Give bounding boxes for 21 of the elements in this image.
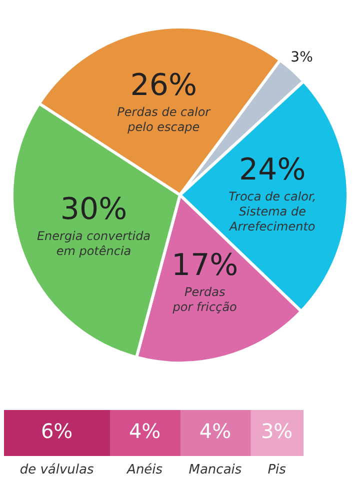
slice-label: Energia convertida em potência	[36, 229, 151, 258]
data-label: 17%	[172, 248, 238, 283]
bar	[250, 410, 304, 456]
slice-label: Troca de calor, Sistema de Arrefecimento	[228, 190, 316, 234]
series-label: Anéis	[126, 462, 163, 478]
data-label: 4%	[199, 419, 232, 444]
slice-label: Perdas de calor pelo escape	[117, 105, 212, 134]
bar	[180, 410, 251, 456]
data-label: 30%	[60, 192, 128, 227]
data-label: 3%	[290, 49, 313, 66]
bar	[4, 410, 110, 456]
slice-label: Perdas por fricção	[172, 285, 237, 314]
series-label: de válvulas	[20, 462, 94, 478]
data-label: 3%	[260, 419, 293, 444]
data-label: 26%	[130, 68, 197, 103]
data-label: 24%	[239, 152, 306, 188]
bar	[109, 410, 180, 456]
data-label: 6%	[40, 419, 73, 444]
data-label: 4%	[128, 419, 161, 444]
series-label: Pis	[268, 462, 286, 478]
series-label: Mancais	[188, 462, 242, 478]
